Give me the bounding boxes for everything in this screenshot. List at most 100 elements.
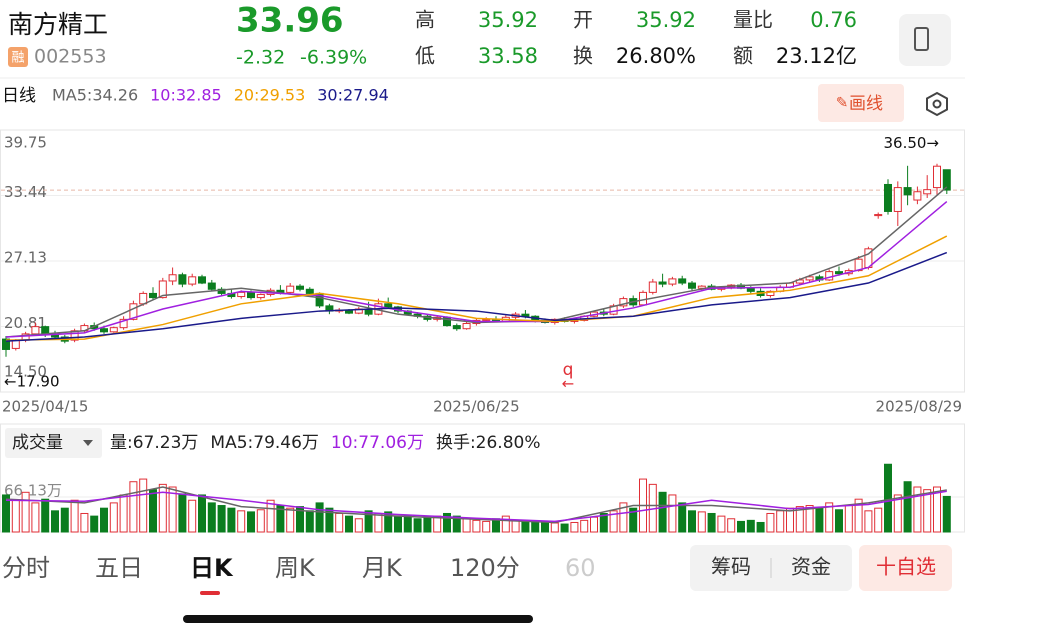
stat-label: 高	[415, 8, 435, 32]
volume-bar	[482, 520, 491, 533]
candle-body	[139, 292, 148, 305]
volume-bar	[51, 510, 59, 533]
candle-body	[70, 330, 79, 341]
volume-bar	[403, 515, 412, 533]
volume-bar	[305, 510, 314, 533]
settings-icon-dot	[932, 99, 942, 109]
volume-bar	[933, 486, 941, 533]
badge-bg	[8, 47, 28, 67]
volume-bar	[384, 511, 393, 533]
candle-body	[697, 285, 706, 289]
y-tick-label: 39.75	[4, 134, 47, 152]
volume-bar	[844, 505, 853, 533]
tab[interactable]: 分时	[2, 554, 50, 582]
volume-bar	[394, 515, 402, 533]
candle-body	[619, 298, 628, 307]
volume-bar	[139, 478, 148, 533]
volume-bar	[746, 519, 755, 533]
candle-body	[217, 288, 226, 294]
stat-label: 额	[733, 44, 753, 68]
volume-bar	[786, 507, 794, 533]
candle-body	[256, 293, 265, 299]
candle-body	[678, 278, 687, 284]
draw-button-label: 画线	[849, 94, 883, 114]
dropdown-icon	[83, 440, 93, 446]
ma-legend: 20:29.53	[234, 86, 306, 105]
candle-body	[237, 291, 246, 298]
volume-bar	[188, 499, 197, 533]
candle-body	[913, 191, 922, 201]
candle-body	[31, 326, 40, 335]
volume-info: 10:77.06万	[331, 433, 424, 453]
tab[interactable]: 日K	[190, 554, 234, 582]
candle-body	[168, 274, 177, 282]
candle-body	[884, 183, 892, 212]
volume-bar	[158, 483, 167, 533]
volume-bar	[688, 510, 696, 533]
volume-bar	[100, 507, 108, 533]
volume-bar	[805, 505, 814, 533]
volume-bar	[354, 518, 363, 533]
ma-line	[5, 186, 948, 338]
tab[interactable]: 60	[565, 554, 596, 582]
candle-body	[874, 214, 883, 217]
period: 日线	[2, 86, 36, 106]
pencil-icon: ✎	[836, 94, 849, 112]
draw-button[interactable]	[818, 84, 904, 122]
volume-bar	[119, 494, 128, 533]
ma-line	[5, 201, 948, 338]
button[interactable]: 筹码	[711, 555, 751, 579]
volume-bar	[727, 518, 736, 533]
stat-value: 35.92	[636, 8, 696, 32]
y-tick-label: 27.13	[4, 248, 47, 266]
device-button[interactable]	[899, 14, 951, 66]
candle-body	[158, 280, 167, 299]
volume-bar	[149, 489, 157, 533]
volume-info: 换手:26.80%	[436, 433, 541, 453]
volume-bar	[335, 512, 344, 533]
candle-body	[109, 327, 118, 333]
volume-ma-line	[5, 486, 947, 524]
low-label: ←17.90	[4, 373, 60, 391]
stat-value: 35.92	[478, 8, 538, 32]
stat-label: 换	[573, 44, 593, 68]
stat-value: 23.12亿	[776, 44, 857, 68]
volume-bar	[443, 512, 451, 533]
volume-info: 量:67.23万	[110, 433, 198, 453]
volume-bar	[315, 502, 324, 533]
stat-label: 低	[415, 44, 435, 68]
volume-bar	[266, 499, 275, 533]
volume-selector[interactable]	[5, 428, 102, 458]
tab[interactable]: 120分	[450, 554, 520, 582]
volume-ma-line	[5, 490, 947, 523]
volume-bar	[884, 463, 892, 533]
button[interactable]: 十自选	[876, 555, 936, 579]
volume-bar	[296, 506, 304, 533]
tab[interactable]: 周K	[275, 554, 316, 582]
volume-bar	[707, 512, 716, 533]
volume-info: MA5:79.46万	[210, 433, 319, 453]
candle-body	[893, 187, 902, 212]
volume-bar	[256, 509, 265, 533]
y-tick-label: 14.50	[4, 363, 47, 381]
candle-body	[648, 281, 657, 293]
candle-body	[188, 276, 197, 285]
tab[interactable]: 五日	[95, 554, 143, 582]
tab[interactable]: 月K	[362, 554, 403, 582]
x-tick-label: 2025/06/25	[433, 398, 519, 416]
volume-bar	[825, 502, 834, 533]
candle-body	[178, 274, 187, 285]
ma-legend: MA5:34.26	[52, 86, 138, 105]
button[interactable]: 资金	[791, 555, 831, 579]
watchlist-button-bg	[859, 545, 952, 591]
high-label: 36.50→	[883, 134, 939, 152]
volume-bar	[452, 515, 461, 533]
volume-bar	[942, 495, 951, 533]
ma-legend: 10:32.85	[150, 86, 222, 105]
volume-bar	[501, 515, 510, 533]
settings-icon[interactable]	[926, 91, 948, 117]
marker-arrow: ←	[562, 375, 575, 393]
candle-body	[286, 285, 295, 293]
ma-legend: 30:27.94	[317, 86, 389, 105]
